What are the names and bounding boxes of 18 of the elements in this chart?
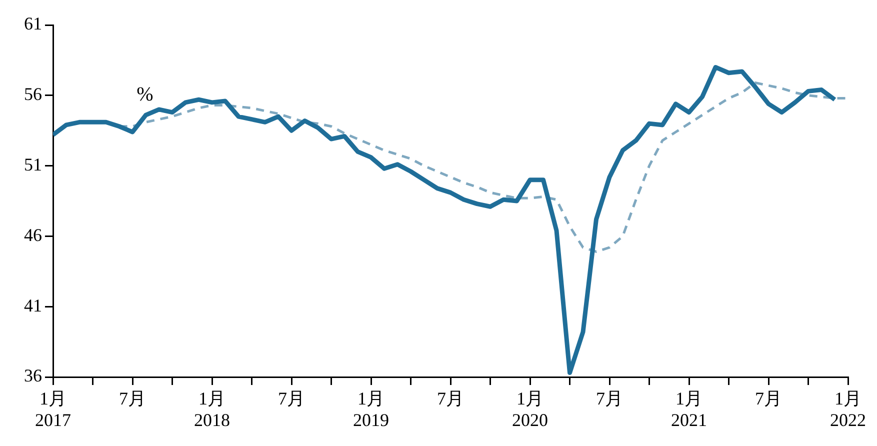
x-tick-label: 1月 2017 <box>35 388 71 430</box>
y-tick-label: 61 <box>24 14 42 34</box>
x-tick-label: 7月 <box>437 388 464 409</box>
x-tick-label: 1月 2019 <box>353 388 389 430</box>
y-tick-label: 51 <box>24 154 42 175</box>
y-tick-label: 41 <box>24 295 42 316</box>
x-tick-label: 7月 <box>755 388 782 409</box>
x-tick-label: 1月 2021 <box>671 388 707 430</box>
y-tick-label: 46 <box>24 224 42 245</box>
x-tick-label: 1月 2020 <box>512 388 548 430</box>
x-tick-label: 7月 <box>119 388 146 409</box>
x-tick-label: 1月 2018 <box>194 388 230 430</box>
y-tick-label: 36 <box>24 366 42 386</box>
x-tick-label: 1月 2022 <box>830 388 866 430</box>
x-tick-label: 7月 <box>596 388 623 409</box>
x-tick-label: 7月 <box>278 388 305 409</box>
y-tick-label: 56 <box>24 84 42 104</box>
y-axis-title: % <box>136 83 154 106</box>
